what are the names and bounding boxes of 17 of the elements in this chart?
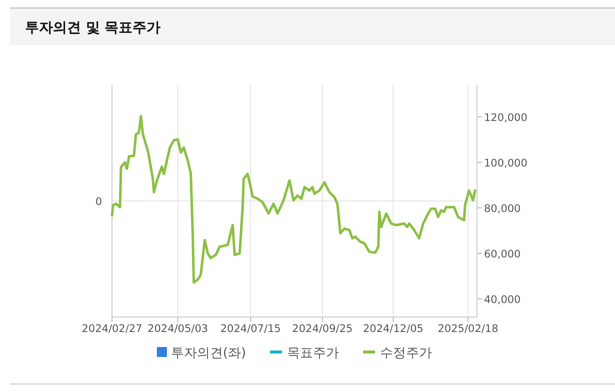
legend-label: 수정주가 xyxy=(380,346,432,361)
x-tick-label: 2024/09/25 xyxy=(292,323,353,335)
chart-title: 투자의견 및 목표주가 xyxy=(25,20,161,36)
y2-tick-label: 120,000 xyxy=(484,112,528,124)
x-tick-label: 2025/02/18 xyxy=(438,323,498,335)
line-series xyxy=(110,114,476,284)
y2-tick-label: 40,000 xyxy=(484,294,521,306)
y2-tick-label: 60,000 xyxy=(484,248,521,260)
x-tick-label: 2024/05/03 xyxy=(148,323,208,335)
x-tick-label: 2024/12/05 xyxy=(362,323,424,335)
legend-label: 목표주가 xyxy=(287,346,340,361)
legend-label: 투자의견(좌) xyxy=(170,346,246,361)
text: 0 xyxy=(95,196,102,208)
x-tick-label: 2024/07/15 xyxy=(220,323,281,335)
y2-tick-label: 100,000 xyxy=(484,157,528,170)
x-tick-label: 2024/02/27 xyxy=(82,323,142,335)
y2-tick-label: 80,000 xyxy=(484,202,521,215)
